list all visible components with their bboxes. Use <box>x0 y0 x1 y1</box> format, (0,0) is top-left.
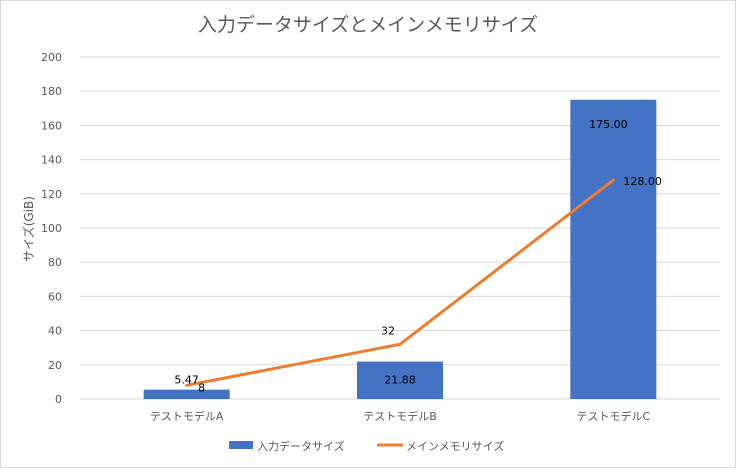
line-path <box>185 178 615 387</box>
line-label-2: 32 <box>381 324 395 337</box>
line-series <box>185 178 615 387</box>
y-tick-label-180: 180 <box>41 85 62 98</box>
x-tick-label-3: テストモデルC <box>576 409 650 423</box>
y-tick-label-20: 20 <box>48 359 62 372</box>
y-axis-label: サイズ(GiB) <box>21 196 36 262</box>
x-tick-label-1: テストモデルA <box>150 409 224 423</box>
bar-series <box>143 99 657 399</box>
x-tick-label-2: テストモデルB <box>363 409 437 423</box>
bar-2 <box>357 361 443 399</box>
legend-label-bar: 入力データサイズ <box>257 439 345 453</box>
y-tick-label-0: 0 <box>55 393 62 406</box>
y-tick-label-60: 60 <box>48 290 62 303</box>
bar-1 <box>143 389 230 399</box>
data-labels: 5.47 21.88 175.00 8 32 128.00 <box>174 118 661 395</box>
line-label-1: 8 <box>198 381 205 394</box>
y-tick-label-200: 200 <box>41 51 62 64</box>
y-axis-ticks: 0 20 40 60 80 100 120 140 160 180 200 <box>41 51 62 406</box>
bar-label-1: 5.47 <box>174 374 199 387</box>
y-tick-label-140: 140 <box>41 154 62 167</box>
chart-title: 入力データサイズとメインメモリサイズ <box>198 14 538 36</box>
y-tick-label-120: 120 <box>41 188 62 201</box>
y-tick-label-160: 160 <box>41 119 62 132</box>
legend: 入力データサイズ メインメモリサイズ <box>229 439 504 453</box>
y-tick-label-80: 80 <box>48 256 62 269</box>
bar-label-2: 21.88 <box>384 374 416 387</box>
x-axis-ticks: テストモデルA テストモデルB テストモデルC <box>150 409 651 423</box>
bar-label-3: 175.00 <box>589 118 628 131</box>
line-label-3: 128.00 <box>623 175 662 188</box>
y-tick-label-40: 40 <box>48 325 62 338</box>
y-tick-label-100: 100 <box>41 222 62 235</box>
legend-label-line: メインメモリサイズ <box>406 439 504 453</box>
bar-3 <box>570 99 657 399</box>
legend-swatch-bar <box>229 441 253 449</box>
